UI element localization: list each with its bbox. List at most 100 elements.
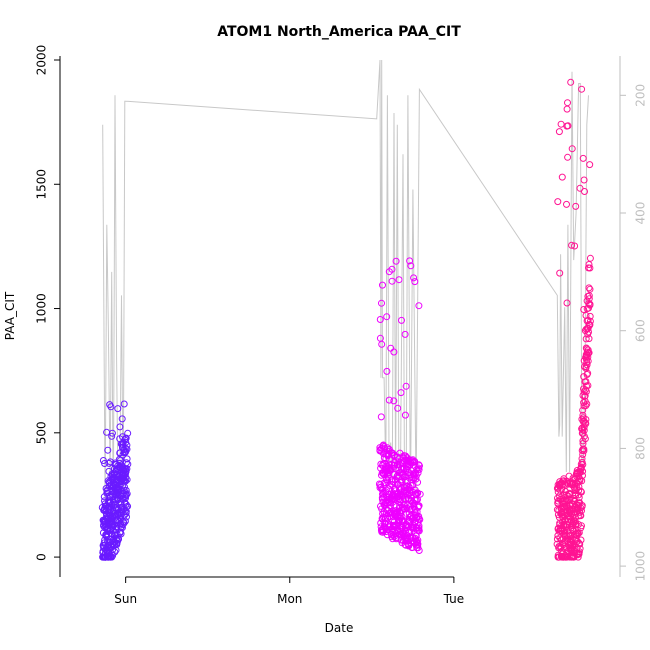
y-axis-label: PAA_CIT bbox=[3, 291, 17, 340]
data-point bbox=[415, 502, 423, 510]
data-point bbox=[580, 306, 588, 313]
data-point bbox=[416, 490, 424, 498]
data-point bbox=[395, 276, 403, 284]
data-point bbox=[414, 469, 422, 477]
data-point bbox=[390, 397, 398, 405]
data-point bbox=[580, 176, 588, 184]
data-point bbox=[416, 516, 424, 523]
data-point bbox=[122, 486, 130, 494]
data-point bbox=[571, 242, 579, 250]
data-point bbox=[576, 540, 584, 548]
data-point bbox=[415, 526, 423, 534]
data-point bbox=[557, 120, 565, 128]
data-point bbox=[118, 415, 126, 423]
data-point bbox=[415, 527, 423, 535]
chart-title: ATOM1 North_America PAA_CIT bbox=[217, 24, 461, 40]
data-point bbox=[415, 302, 423, 310]
data-point bbox=[108, 429, 116, 437]
data-point bbox=[376, 316, 384, 323]
data-point bbox=[415, 461, 423, 469]
data-point bbox=[414, 536, 422, 544]
data-point bbox=[585, 328, 592, 336]
data-point bbox=[123, 455, 131, 463]
data-point bbox=[577, 536, 585, 544]
data-point bbox=[415, 547, 423, 554]
data-point bbox=[122, 500, 130, 508]
data-point bbox=[414, 496, 421, 503]
data-point bbox=[586, 321, 594, 329]
data-point bbox=[564, 122, 572, 130]
data-point bbox=[114, 405, 122, 413]
data-point bbox=[378, 340, 386, 348]
data-point bbox=[116, 528, 124, 536]
data-point bbox=[122, 468, 130, 475]
line-layer bbox=[102, 59, 589, 525]
x-tick-label: Mon bbox=[277, 592, 302, 606]
data-point bbox=[571, 490, 579, 498]
data-point bbox=[383, 313, 391, 321]
data-point bbox=[580, 447, 588, 455]
data-point bbox=[401, 330, 409, 338]
data-point bbox=[586, 264, 594, 272]
data-point bbox=[389, 535, 397, 543]
points-layer bbox=[98, 78, 594, 561]
data-point bbox=[578, 502, 586, 509]
data-point bbox=[576, 475, 584, 483]
data-point bbox=[121, 517, 129, 525]
data-point bbox=[582, 335, 590, 343]
data-point bbox=[383, 367, 391, 375]
data-point bbox=[585, 284, 593, 292]
y2-tick-label: 800 bbox=[634, 437, 648, 460]
data-point bbox=[397, 389, 405, 397]
data-point bbox=[578, 477, 586, 485]
data-point bbox=[555, 128, 563, 136]
data-point bbox=[378, 299, 385, 307]
data-point bbox=[108, 553, 116, 561]
data-point bbox=[584, 353, 592, 361]
data-point bbox=[586, 312, 594, 320]
data-point bbox=[576, 545, 584, 553]
data-point bbox=[122, 477, 130, 485]
data-point bbox=[377, 413, 385, 421]
data-point bbox=[586, 317, 594, 325]
data-point bbox=[568, 241, 576, 249]
data-point bbox=[398, 316, 405, 324]
data-point bbox=[580, 388, 588, 396]
data-point bbox=[556, 269, 564, 277]
data-point bbox=[584, 357, 592, 365]
y-tick-label: 1000 bbox=[35, 293, 49, 324]
y2-tick-label: 400 bbox=[634, 202, 648, 225]
data-point bbox=[398, 513, 406, 521]
y2-tick-label: 200 bbox=[634, 84, 648, 107]
data-point bbox=[383, 444, 391, 452]
data-point bbox=[410, 274, 418, 282]
axes-layer: 0 500 1000 1500 2000 Sun Mon Tue 200 400 600 800 100… bbox=[35, 45, 648, 606]
data-point bbox=[585, 300, 593, 307]
data-point bbox=[574, 553, 582, 561]
data-point bbox=[115, 456, 123, 463]
data-point bbox=[576, 508, 584, 516]
data-point bbox=[406, 257, 414, 265]
data-point bbox=[118, 507, 126, 515]
data-point bbox=[579, 154, 587, 162]
data-point bbox=[586, 254, 594, 262]
data-point bbox=[564, 99, 571, 107]
data-point bbox=[586, 161, 594, 169]
data-point bbox=[558, 173, 566, 181]
data-point bbox=[577, 487, 585, 495]
data-point bbox=[563, 200, 570, 208]
data-point bbox=[582, 402, 590, 410]
y2-tick-label: 600 bbox=[634, 319, 648, 342]
data-point bbox=[582, 378, 590, 385]
data-point bbox=[414, 540, 422, 548]
data-point bbox=[575, 529, 583, 537]
data-point bbox=[563, 299, 571, 307]
y-tick-label: 1500 bbox=[35, 169, 49, 200]
data-point bbox=[390, 348, 398, 356]
data-point bbox=[405, 542, 413, 550]
data-point bbox=[401, 411, 409, 419]
data-point bbox=[582, 416, 590, 423]
y-tick-label: 0 bbox=[35, 553, 49, 561]
